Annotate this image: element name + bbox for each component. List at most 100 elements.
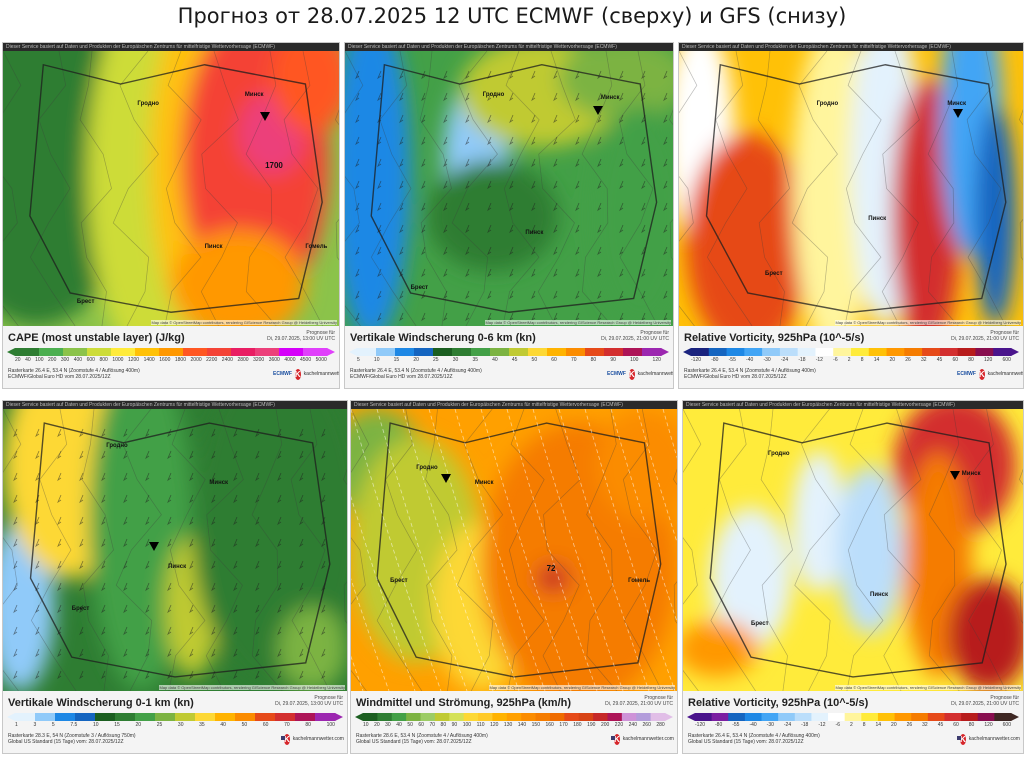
wind-barb [553, 224, 558, 234]
color-scale-step [303, 348, 328, 356]
city-label: Гродно [768, 451, 790, 458]
wind-barb [553, 92, 558, 102]
wind-barb [101, 538, 106, 548]
wind-barb [487, 268, 492, 278]
region-border [3, 51, 22, 326]
city-label: Пинск [868, 216, 887, 222]
city-label: Минск [244, 92, 264, 99]
wind-barb [255, 450, 260, 460]
wind-barb [509, 136, 514, 146]
color-scale-tick-label: 70 [570, 357, 577, 363]
color-scale-step [744, 713, 763, 721]
color-scale-tick-label: -12 [815, 357, 823, 363]
wind-barb [597, 180, 602, 190]
streamline [532, 409, 624, 691]
streamline [480, 409, 572, 691]
color-scale-step [861, 713, 879, 721]
wind-barb [233, 604, 238, 614]
wind-barb [167, 670, 172, 680]
wind-barb [79, 428, 84, 438]
wind-barb [35, 472, 40, 482]
wind-barb [123, 648, 128, 658]
wind-barb [123, 428, 128, 438]
color-scale-tick-label: 2800 [237, 357, 249, 363]
wind-barb [123, 494, 128, 504]
city-label: Пинск [204, 243, 223, 250]
location-marker-icon [440, 473, 451, 483]
color-scale-tick-label: 600 [1002, 722, 1011, 728]
wind-barb [145, 472, 150, 482]
color-scale-step [585, 348, 605, 356]
region-border [115, 409, 162, 691]
wind-barb [13, 472, 18, 482]
wind-barb [465, 202, 470, 212]
color-scale-tick-label: 2400 [221, 357, 233, 363]
region-border [376, 409, 423, 691]
run-metadata: Rasterkarte 26.4 E, 53.4 N (Zoomstufe 4 … [688, 733, 820, 745]
region-border [537, 51, 576, 326]
streamline [351, 495, 416, 691]
panel-shear06: Dieser Service basiert auf Daten und Pro… [344, 42, 674, 389]
kachelmann-logo[interactable]: ECMWFKkachelmannwetter.com [957, 368, 1023, 380]
wind-barb [487, 202, 492, 212]
wind-barb [167, 494, 172, 504]
kachelmann-logo[interactable]: ECMWFKkachelmannwetter.com [273, 368, 339, 380]
color-scale-tick-label: 60 [953, 722, 959, 728]
region-border [30, 409, 77, 691]
wind-barb [465, 224, 470, 234]
region-border [844, 51, 882, 326]
kachelmann-logo-text: kachelmannwetter.com [303, 370, 339, 377]
wind-barb [211, 450, 216, 460]
color-scale-tick-label: 200 [600, 722, 610, 728]
color-scale-tick-label: -30 [766, 722, 774, 728]
wind-barb [377, 246, 382, 256]
wind-barb [619, 180, 624, 190]
color-scale-tick-label: 180 [573, 722, 582, 728]
wind-barb [101, 472, 106, 482]
city-label: Брест [76, 298, 95, 305]
color-scale-tick-label: 90 [451, 722, 458, 728]
color-scale-tick-label: 30 [385, 722, 391, 728]
color-scale-tick-label: 20 [135, 722, 142, 728]
color-scale-step [275, 713, 296, 721]
wind-barb [399, 92, 404, 102]
wind-barb [465, 290, 470, 300]
panel-wind925: Dieser Service basiert auf Daten und Pro… [350, 400, 678, 754]
wind-barb [421, 136, 426, 146]
color-scale-tick-label: 40 [396, 722, 402, 728]
city-label: Пинск [525, 229, 544, 236]
city-label: Минск [947, 100, 966, 107]
kachelmann-logo[interactable]: ECMWFKkachelmannwetter.com [607, 368, 673, 380]
color-scale-tick-label: -24 [783, 722, 792, 728]
wind-barb [299, 494, 304, 504]
color-scale-step [894, 713, 912, 721]
forecast-map [3, 51, 339, 326]
region-border [542, 409, 581, 691]
color-scale-tick-label: -80 [715, 722, 723, 728]
wind-barb [465, 158, 470, 168]
wind-barb [465, 114, 470, 124]
color-scale-step [528, 348, 548, 356]
wind-barb [443, 290, 448, 300]
wind-barb [35, 516, 40, 526]
color-scale-step [471, 348, 491, 356]
wind-barb [597, 92, 602, 102]
wind-barb [299, 472, 304, 482]
color-scale-step [406, 713, 422, 721]
color-scale-tick-label: 160 [545, 722, 554, 728]
wind-barb [421, 70, 426, 80]
wind-barb [211, 516, 216, 526]
map-field-area [685, 133, 810, 326]
color-scale-tick-label: 8 [860, 357, 864, 363]
wind-barb [321, 560, 326, 570]
region-border [345, 51, 364, 326]
color-scale-tick-label: 600 [86, 357, 95, 363]
wind-barb [399, 114, 404, 124]
wind-barb [321, 604, 326, 614]
wind-barb [443, 202, 448, 212]
wind-barb [575, 202, 580, 212]
wind-barb [553, 70, 558, 80]
